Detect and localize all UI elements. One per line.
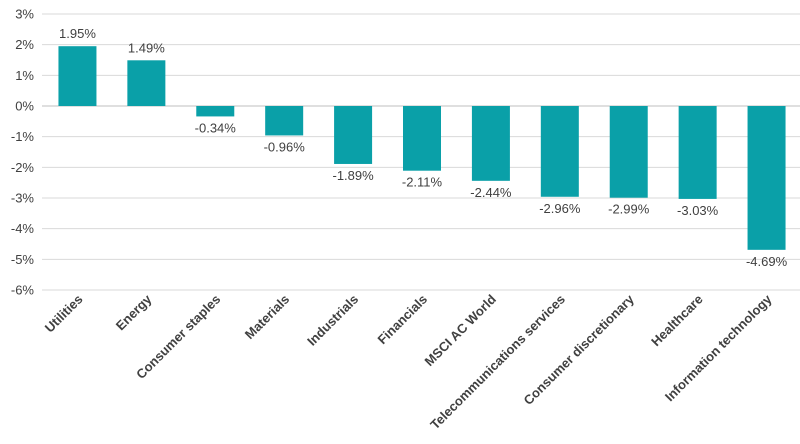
- bar-industrials: [334, 106, 373, 164]
- bar-healthcare: [678, 106, 717, 199]
- category-label-financials: Financials: [375, 292, 431, 348]
- bar-telecommunications-services: [540, 106, 579, 197]
- y-tick-label: 2%: [15, 37, 34, 52]
- bar-energy: [127, 60, 166, 106]
- data-labels: 1.95% 1.49% -0.34% -0.96% -1.89% -2.11% -2.44%…: [59, 26, 788, 269]
- bar-materials: [265, 106, 304, 136]
- category-label-healthcare: Healthcare: [648, 292, 706, 350]
- data-label-financials: -2.11%: [402, 175, 443, 190]
- data-label-consumer-staples: -0.34%: [195, 120, 237, 135]
- category-label-materials: Materials: [242, 292, 292, 342]
- data-label-healthcare: -3.03%: [677, 203, 719, 218]
- y-axis-ticks: 3% 2% 1% 0% -1% -2% -3% -4% -5% -6%: [11, 7, 35, 298]
- category-label-telecommunications-services: Telecommunications services: [427, 292, 568, 433]
- data-label-consumer-discretionary: -2.99%: [608, 202, 650, 217]
- category-label-utilities: Utilities: [42, 292, 86, 336]
- category-label-industrials: Industrials: [304, 292, 361, 349]
- data-label-utilities: 1.95%: [59, 26, 96, 41]
- y-tick-label: -4%: [11, 221, 35, 236]
- data-label-telecommunications-services: -2.96%: [539, 201, 581, 216]
- data-label-information-technology: -4.69%: [746, 254, 788, 269]
- bars: [58, 46, 786, 250]
- y-tick-label: -1%: [11, 129, 35, 144]
- bar-financials: [403, 106, 441, 171]
- y-tick-label: -3%: [11, 191, 35, 206]
- bar-msci-ac-world: [471, 106, 510, 181]
- bar-utilities: [58, 46, 97, 106]
- data-label-materials: -0.96%: [264, 139, 306, 154]
- y-tick-label: 3%: [15, 7, 34, 22]
- y-tick-label: 1%: [15, 68, 34, 83]
- bar-consumer-discretionary: [609, 106, 648, 198]
- bar-information-technology: [747, 106, 786, 250]
- category-label-consumer-discretionary: Consumer discretionary: [520, 291, 637, 408]
- y-tick-label: -2%: [11, 160, 35, 175]
- y-tick-label: -6%: [11, 283, 35, 298]
- y-tick-label: 0%: [15, 99, 34, 114]
- category-label-msci-ac-world: MSCI AC World: [422, 291, 500, 369]
- category-label-energy: Energy: [113, 291, 155, 333]
- bar-consumer-staples: [196, 106, 235, 117]
- data-label-industrials: -1.89%: [332, 168, 374, 183]
- data-label-energy: 1.49%: [128, 40, 165, 55]
- y-tick-label: -5%: [11, 252, 35, 267]
- data-label-msci-ac-world: -2.44%: [470, 185, 512, 200]
